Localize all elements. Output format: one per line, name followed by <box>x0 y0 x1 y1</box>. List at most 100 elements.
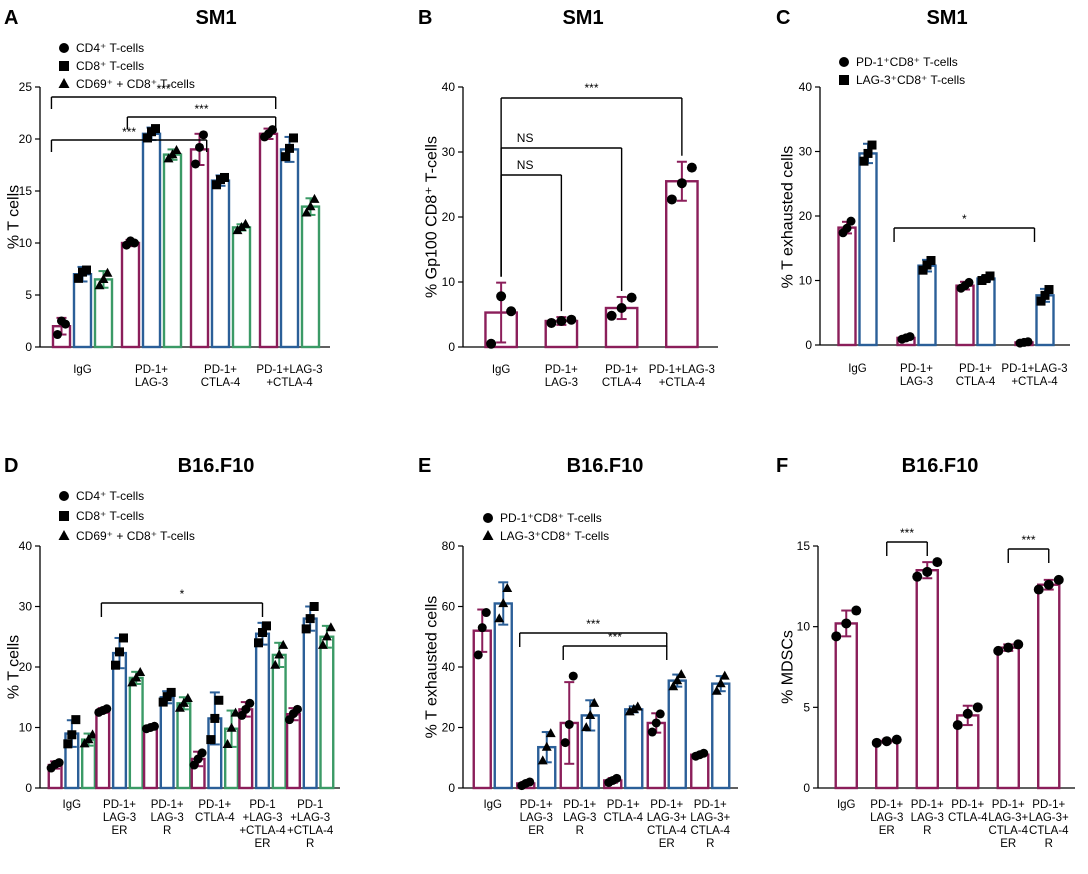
data-point <box>285 143 294 153</box>
data-point <box>568 671 578 681</box>
data-point <box>546 317 557 328</box>
panel-title: SM1 <box>926 7 967 29</box>
data-point <box>851 605 862 616</box>
bar <box>834 622 858 790</box>
bar <box>141 132 162 349</box>
panel-letter: C <box>776 7 790 29</box>
bar <box>271 653 287 790</box>
data-point <box>905 332 915 342</box>
bar <box>300 205 321 349</box>
data-point <box>274 649 285 659</box>
y-tick-label: 40 <box>442 80 456 94</box>
data-point <box>612 773 622 783</box>
bar <box>93 278 114 349</box>
data-point <box>63 739 73 749</box>
data-point <box>715 678 726 688</box>
data-point <box>581 722 592 732</box>
data-point <box>74 273 83 283</box>
data-point <box>711 685 722 695</box>
bar <box>128 676 144 790</box>
y-tick-label: 25 <box>19 80 33 94</box>
data-point <box>270 659 281 669</box>
data-point <box>932 557 943 568</box>
y-axis-label: % T cells <box>6 185 23 249</box>
y-tick-label: 20 <box>799 209 813 223</box>
data-point <box>301 624 311 634</box>
bar <box>285 712 302 790</box>
bar <box>996 646 1020 790</box>
y-tick-label: 0 <box>448 340 455 354</box>
bar <box>665 180 699 349</box>
x-tick-label: PD-1+LAG-3 +CTLA-4 <box>256 364 322 389</box>
y-tick-label: 15 <box>797 539 811 553</box>
data-point <box>61 319 70 329</box>
data-point <box>54 758 64 768</box>
data-point <box>206 735 216 745</box>
data-point <box>210 713 220 723</box>
data-point <box>82 265 91 275</box>
data-point <box>922 260 932 270</box>
bar <box>837 226 857 347</box>
bar <box>111 651 128 790</box>
bar <box>493 602 513 790</box>
data-point <box>222 739 233 749</box>
panel-title: B16.F10 <box>178 455 255 477</box>
data-point <box>537 755 548 765</box>
significance-label: NS <box>517 158 534 172</box>
significance-label: * <box>962 212 967 226</box>
data-point <box>131 672 142 682</box>
legend-label: LAG-3⁺CD8⁺ T-cells <box>500 529 609 543</box>
data-point <box>477 623 487 633</box>
legend-marker <box>483 513 493 523</box>
y-tick-label: 10 <box>442 275 456 289</box>
data-point <box>525 777 535 787</box>
data-point <box>127 677 138 687</box>
data-point <box>83 734 94 744</box>
y-tick-label: 20 <box>19 660 33 674</box>
data-point <box>214 695 224 705</box>
data-point <box>102 704 112 714</box>
y-tick-label: 10 <box>797 620 811 634</box>
y-tick-label: 20 <box>19 132 33 146</box>
legend-label: CD8⁺ T-cells <box>76 59 144 73</box>
data-point <box>309 602 319 611</box>
significance-label: NS <box>517 131 534 145</box>
significance-label: *** <box>608 630 622 644</box>
data-point <box>1033 584 1044 595</box>
bar <box>875 740 899 790</box>
data-point <box>585 710 596 719</box>
data-point <box>647 727 657 737</box>
data-point <box>993 645 1004 656</box>
data-point <box>545 728 556 738</box>
y-axis-label: % T exhausted cells <box>424 596 441 739</box>
panel-c: C SM1 % T exhausted cells 0 10 20 30 40 IgG PD-1+… <box>776 7 1070 388</box>
y-axis-label: % Gp100 CD8⁺ T-cells <box>424 136 441 298</box>
bar <box>238 708 254 790</box>
x-tick-label: PD-1+ CTLA-4 <box>948 799 988 824</box>
x-tick-label: PD-1+ LAG-3 <box>900 363 933 388</box>
significance-label: *** <box>584 81 598 95</box>
y-tick-label: 0 <box>803 781 810 795</box>
data-point <box>197 748 207 758</box>
data-point <box>1043 579 1054 590</box>
data-point <box>135 667 146 677</box>
bar <box>95 709 111 790</box>
bar <box>624 708 644 790</box>
data-point <box>301 207 312 217</box>
significance-label: *** <box>586 617 600 631</box>
legend-label: CD8⁺ T-cells <box>76 509 144 523</box>
x-tick-label: PD-1+ LAG-3 ER <box>520 799 553 837</box>
x-tick-label: PD-1+ CTLA-4 <box>602 364 642 389</box>
data-point <box>158 697 168 707</box>
data-point <box>699 748 709 758</box>
data-point <box>672 675 683 685</box>
data-point <box>912 571 923 582</box>
bar <box>858 152 878 347</box>
legend-marker <box>839 75 849 85</box>
data-point <box>178 697 189 707</box>
y-tick-label: 20 <box>442 721 456 735</box>
x-tick-label: PD-1+ LAG-3 R <box>911 799 944 837</box>
data-point <box>53 330 62 340</box>
